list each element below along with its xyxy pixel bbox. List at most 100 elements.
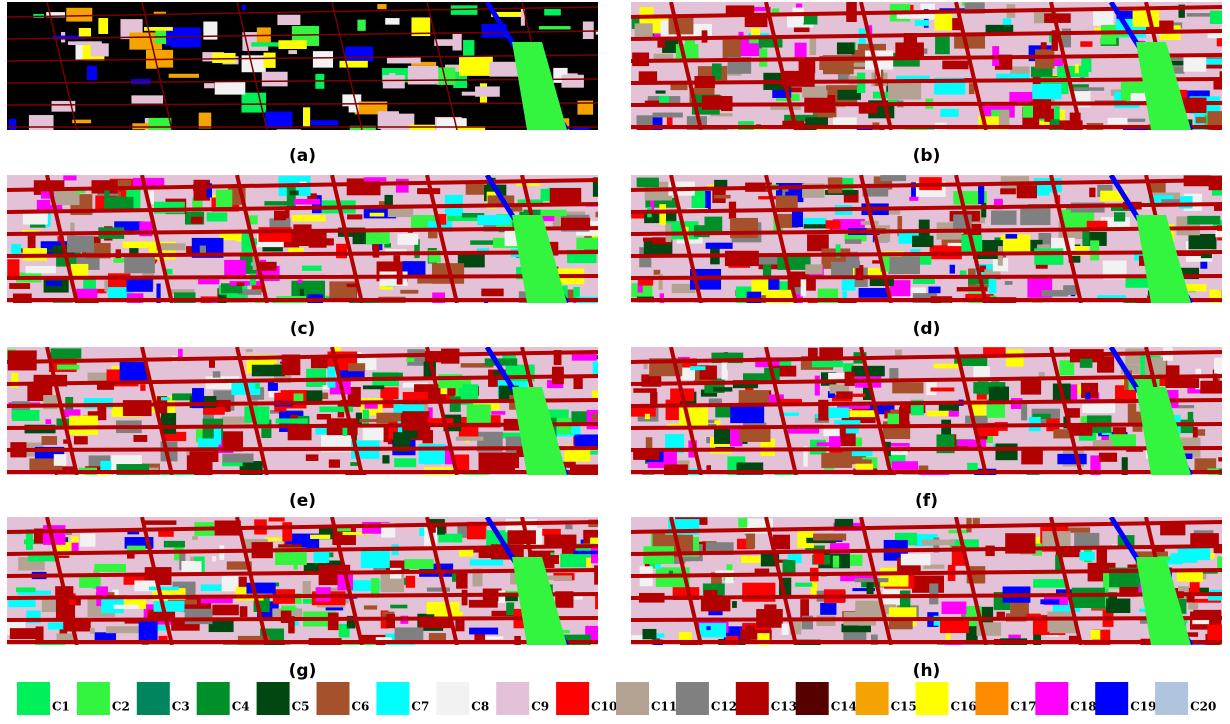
map-patch — [573, 376, 583, 390]
map-patch — [645, 437, 653, 452]
map-patch — [1214, 357, 1222, 374]
map-patch — [67, 41, 102, 46]
map-patch — [1215, 231, 1222, 238]
map-patch — [156, 283, 161, 303]
map-patch — [263, 52, 276, 68]
legend-label: C13 — [771, 700, 797, 714]
map-patch — [813, 533, 847, 541]
map-road — [7, 616, 598, 622]
map-patch — [25, 265, 56, 274]
map-road — [954, 2, 988, 130]
map-patch — [179, 549, 186, 571]
map-patch — [1176, 643, 1187, 645]
map-patch — [1079, 358, 1093, 368]
map-patch — [949, 264, 955, 274]
map-patch — [113, 604, 139, 610]
map-patch — [633, 450, 660, 460]
map-road — [140, 517, 174, 645]
map-patch — [1021, 404, 1028, 421]
map-patch — [511, 206, 523, 212]
map-patch — [787, 424, 820, 434]
map-patch — [757, 394, 784, 405]
map-patch — [533, 213, 555, 222]
map-patch — [671, 283, 696, 294]
map-patch — [842, 62, 866, 67]
map-patch — [1074, 532, 1100, 549]
map-patch — [670, 83, 688, 91]
legend-swatch — [1035, 682, 1069, 715]
map-road — [631, 592, 1222, 600]
map-patch — [926, 410, 952, 417]
map-patch — [456, 126, 486, 130]
map-road — [7, 78, 598, 84]
map-patch — [1081, 382, 1099, 399]
map-patch — [184, 608, 213, 625]
map-patch — [1068, 635, 1079, 644]
panel-label: (c) — [290, 319, 316, 339]
map-patch — [1079, 551, 1095, 561]
map-patch — [873, 128, 885, 130]
map-patch — [249, 392, 258, 410]
panel-label: (a) — [289, 146, 316, 166]
map-road — [669, 347, 703, 475]
map-patch — [1020, 376, 1042, 395]
map-patch — [7, 259, 20, 279]
map-road — [631, 568, 1222, 578]
map-road — [764, 517, 798, 645]
map-patch — [544, 534, 577, 546]
map-patch — [163, 540, 185, 548]
map-patch — [751, 276, 769, 296]
map-patch — [820, 602, 837, 615]
map-patch — [87, 65, 98, 81]
map-patch — [171, 620, 200, 631]
panel-label: (e) — [289, 491, 316, 511]
map-patch — [803, 446, 808, 467]
legend-swatch — [376, 682, 410, 715]
map-patch — [450, 5, 478, 15]
map-patch — [888, 256, 920, 275]
map-patch — [158, 529, 174, 537]
map-patch — [814, 375, 820, 396]
map-patch — [1148, 195, 1174, 204]
map-patch — [1051, 30, 1058, 51]
map-patch — [449, 396, 461, 412]
map-patch — [477, 215, 511, 226]
classification-map — [631, 175, 1222, 303]
map-patch — [1034, 248, 1064, 265]
map-road — [7, 520, 598, 534]
map-road — [7, 274, 598, 280]
map-patch — [995, 443, 1018, 461]
map-road — [7, 592, 598, 600]
map-road — [954, 517, 988, 645]
map-patch — [299, 288, 304, 303]
map-patch — [1063, 285, 1077, 295]
map-patch — [1209, 289, 1219, 303]
map-patch — [90, 43, 109, 57]
map-patch — [891, 461, 919, 473]
map-patch — [764, 559, 798, 563]
map-patch — [1073, 87, 1105, 91]
map-patch — [1025, 474, 1040, 475]
map-road — [764, 347, 798, 475]
map-patch — [432, 292, 446, 303]
map-patch — [45, 419, 52, 424]
map-patch — [912, 235, 934, 248]
map-patch — [62, 537, 69, 544]
map-patch — [200, 584, 222, 592]
map-road — [331, 2, 363, 130]
map-patch — [394, 458, 417, 468]
map-patch — [807, 347, 818, 361]
map-patch — [520, 7, 525, 26]
legend-swatch — [76, 682, 110, 715]
map-patch — [79, 575, 101, 588]
map-patch — [968, 83, 975, 95]
map-patch — [78, 27, 92, 37]
map-road — [235, 517, 269, 645]
map-patch — [701, 95, 722, 110]
map-patch — [1192, 426, 1198, 438]
map-patch — [229, 281, 263, 286]
map-patch — [841, 279, 856, 291]
map-patch — [1040, 599, 1060, 605]
map-patch — [648, 75, 656, 81]
map-patch — [835, 244, 841, 258]
